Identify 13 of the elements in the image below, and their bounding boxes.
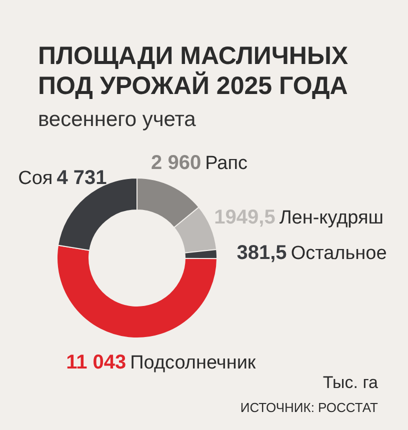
slice-label: Лен-кудряш bbox=[279, 207, 384, 228]
text: ИСТОЧНИК: РОССТАТ bbox=[240, 400, 378, 415]
slice-label: Соя bbox=[18, 168, 53, 190]
data-label: 11 043 bbox=[66, 352, 126, 374]
chart-subtitle: весеннего учета bbox=[38, 108, 196, 131]
data-label: 2 960 bbox=[151, 152, 202, 174]
data-label: 4 731 bbox=[56, 167, 107, 190]
data-label: 381,5 bbox=[236, 242, 287, 264]
slice-label: Подсолнечник bbox=[130, 352, 256, 374]
text: Тыс. га bbox=[322, 373, 379, 392]
chart-title: ПЛОЩАДИ МАСЛИЧНЫХ ПОД УРОЖАЙ 2025 ГОДА bbox=[38, 42, 348, 100]
slice-label: Остальное bbox=[290, 242, 387, 264]
slice-label: Рапс bbox=[205, 153, 248, 174]
